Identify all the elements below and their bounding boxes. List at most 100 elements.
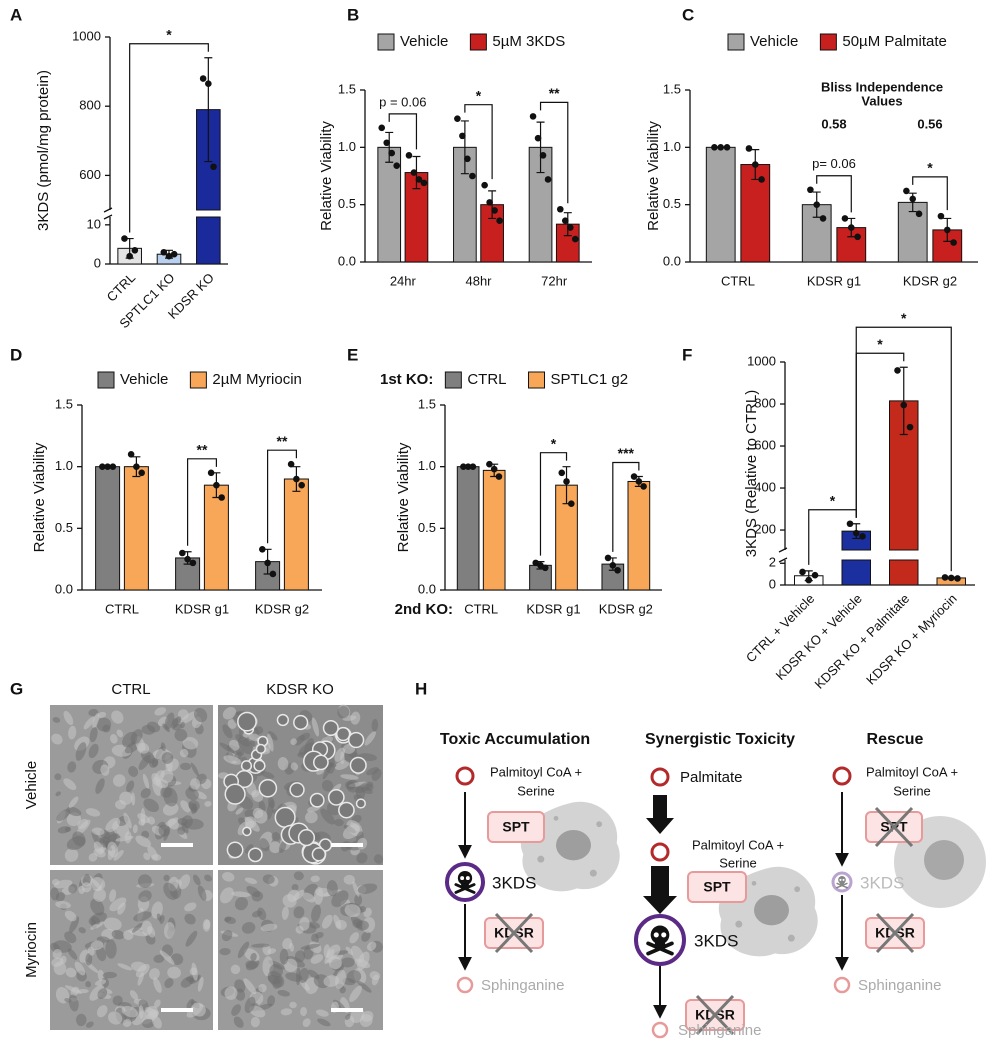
cell-texture	[241, 922, 256, 934]
cell-texture	[111, 930, 125, 940]
data-point	[544, 176, 552, 183]
y-axis-title: Relative Viability	[318, 121, 335, 231]
column-title: Toxic Accumulation	[440, 731, 590, 748]
cell-texture	[285, 972, 303, 982]
round-cell	[226, 841, 244, 859]
cell-texture	[178, 874, 191, 890]
cell-texture	[289, 1001, 297, 1009]
cell-texture	[350, 711, 361, 725]
y-tick-label: 800	[754, 395, 776, 410]
cell-texture	[149, 968, 160, 980]
cell-texture	[344, 904, 361, 918]
significance-label: *	[927, 160, 933, 176]
data-point	[378, 124, 386, 132]
cell-texture	[267, 796, 275, 809]
data-point	[900, 401, 908, 409]
x-tick-label: KDSR g2	[599, 601, 653, 616]
scale-bar	[161, 843, 193, 847]
axis-break	[778, 547, 788, 553]
cell-texture	[277, 990, 290, 997]
cell-texture	[243, 978, 257, 995]
cell-texture	[153, 999, 161, 1008]
scale-bar	[331, 843, 363, 847]
x-axis-title: 2nd KO:	[395, 601, 453, 618]
data-point	[847, 224, 855, 231]
cell-texture	[251, 943, 270, 948]
cell-texture	[90, 921, 105, 930]
significance-label: **	[549, 85, 560, 101]
cell-texture	[219, 887, 234, 904]
round-cell	[258, 778, 278, 798]
cell-texture	[51, 957, 64, 967]
metabolite-node	[832, 766, 852, 786]
cell-texture	[258, 983, 267, 993]
cell-texture	[254, 809, 268, 824]
cell-texture	[357, 980, 372, 993]
data-point	[854, 233, 861, 241]
cell-texture	[298, 967, 309, 983]
cell-texture	[51, 733, 63, 745]
bar	[889, 400, 919, 586]
data-point	[207, 469, 215, 477]
cell-texture	[135, 835, 152, 848]
cell-texture	[347, 781, 356, 790]
cell-texture	[364, 731, 376, 746]
cell-texture	[260, 771, 275, 779]
cell-texture	[293, 906, 305, 919]
chart-panel: C 0.0 0.5 1.0 1.5 Relative Viability CTRL KDSR …	[645, 5, 978, 288]
cell-texture	[277, 756, 289, 771]
metabolite-node	[650, 767, 670, 787]
round-cell	[349, 756, 367, 774]
significance-label: *	[476, 87, 482, 103]
round-cell	[253, 759, 266, 772]
round-cell	[311, 847, 327, 862]
data-point	[259, 546, 266, 553]
legend-swatch	[469, 33, 487, 51]
cell-texture	[180, 800, 191, 813]
cell-texture	[190, 778, 201, 790]
cell-texture	[250, 1016, 260, 1028]
cell-texture	[245, 960, 258, 970]
cell-texture	[280, 1008, 293, 1016]
panel-label: A	[10, 5, 22, 24]
data-point	[165, 252, 173, 260]
cell-texture	[102, 971, 117, 979]
bar	[482, 469, 506, 591]
y-tick-label: 0.5	[55, 520, 73, 535]
legend-label: Vehicle	[750, 33, 798, 50]
cell-texture	[121, 1005, 139, 1018]
cell-texture	[267, 733, 274, 752]
cell-texture	[222, 930, 233, 942]
cell-texture	[371, 768, 382, 781]
data-point	[486, 460, 493, 468]
data-point	[205, 80, 212, 88]
x-tick-label: KDSR g1	[526, 601, 580, 616]
cell-texture	[54, 773, 62, 781]
cell-texture	[97, 988, 108, 999]
y-tick-label: 600	[79, 167, 101, 182]
data-point	[459, 132, 466, 140]
y-tick-label: 200	[754, 521, 776, 536]
cell-texture	[244, 844, 254, 854]
data-point	[264, 559, 271, 567]
y-tick-label: 2	[769, 555, 776, 570]
cell-texture	[153, 977, 162, 993]
round-cell	[313, 754, 329, 771]
legend-label: Vehicle	[400, 33, 448, 50]
cell-texture	[94, 979, 107, 986]
y-tick-label: 0.5	[418, 520, 436, 535]
cell-texture	[123, 812, 132, 829]
cell-texture	[229, 739, 240, 751]
panel-label: E	[347, 345, 358, 364]
pathway-diagram: H Toxic Accumulation Palmitoyl CoA + Ser…	[415, 679, 986, 1039]
cell-texture	[331, 890, 349, 908]
data-point	[903, 187, 910, 195]
significance-label: **	[277, 433, 288, 449]
cell-texture	[251, 891, 264, 902]
panel-label: D	[10, 345, 22, 364]
cell-texture	[224, 986, 238, 1000]
data-point	[184, 555, 191, 563]
cell-texture	[334, 760, 350, 770]
data-point	[410, 169, 418, 176]
data-point	[269, 570, 277, 578]
